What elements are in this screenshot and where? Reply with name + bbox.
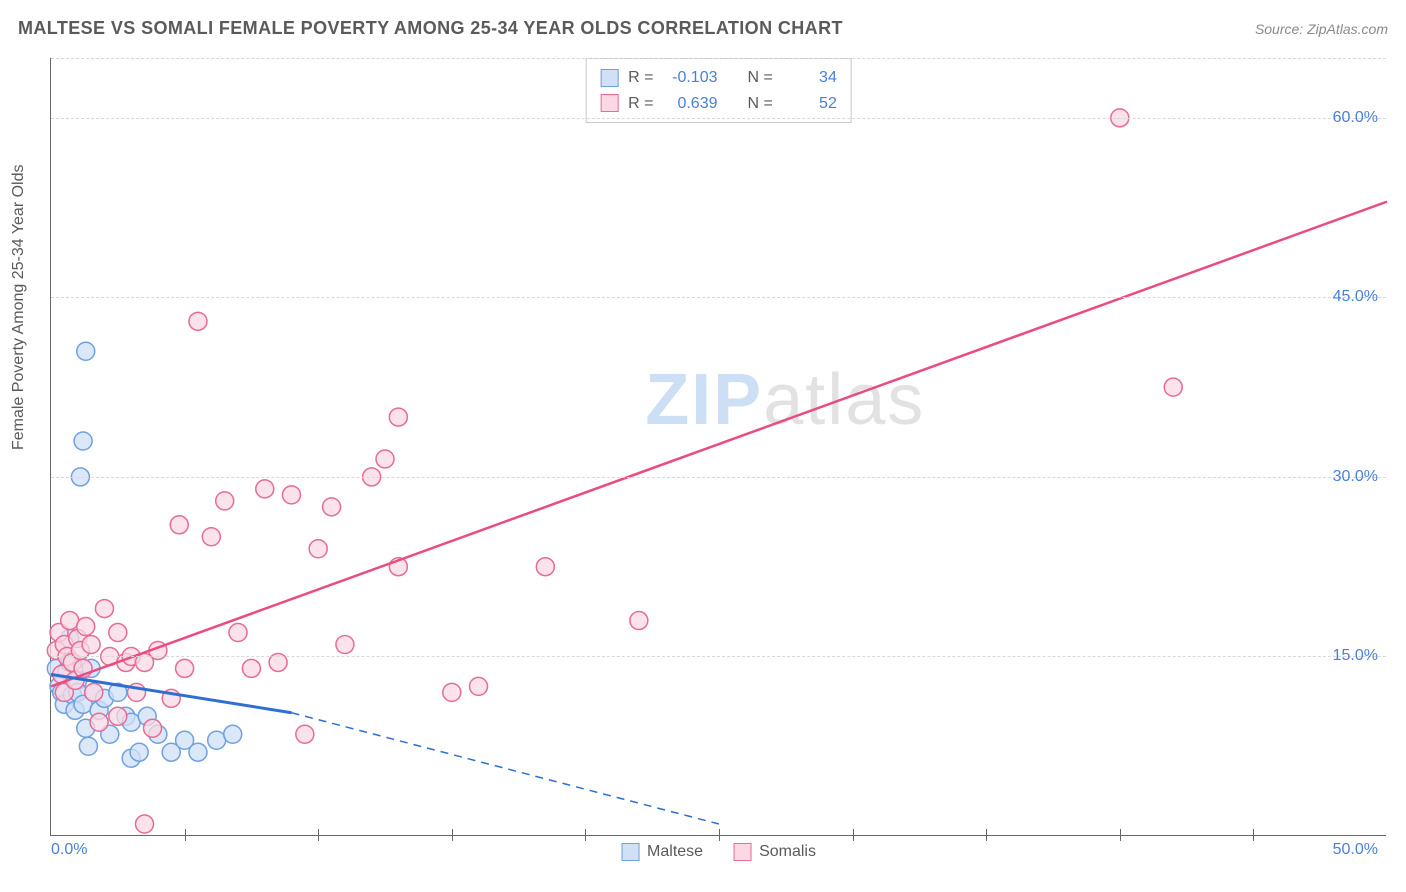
point-somalis [470,677,488,695]
r-value-somalis: 0.639 [664,91,718,117]
y-tick-label: 30.0% [1333,468,1378,486]
point-maltese [77,342,95,360]
point-somalis [309,540,327,558]
x-max-label: 50.0% [1333,841,1378,859]
point-somalis [336,635,354,653]
point-somalis [136,815,154,833]
point-somalis [82,635,100,653]
n-value-somalis: 52 [783,91,837,117]
gridline-h [51,118,1386,119]
gridline-h [51,477,1386,478]
swatch-somalis [600,94,618,112]
point-somalis [90,713,108,731]
point-somalis [376,450,394,468]
point-somalis [144,719,162,737]
y-axis-label: Female Poverty Among 25-34 Year Olds [10,165,28,451]
r-label: R = [628,91,653,117]
y-tick-label: 60.0% [1333,109,1378,127]
n-label: N = [748,91,773,117]
point-maltese [130,743,148,761]
x-tick [986,829,987,841]
gridline-h [51,297,1386,298]
point-somalis [242,659,260,677]
swatch-maltese [621,843,639,861]
point-somalis [189,312,207,330]
point-somalis [109,707,127,725]
y-tick-label: 15.0% [1333,647,1378,665]
plot-svg [51,58,1386,835]
point-maltese [74,432,92,450]
swatch-maltese [600,69,618,87]
point-somalis [216,492,234,510]
x-tick [185,829,186,841]
point-somalis [95,600,113,618]
correlation-legend: R = -0.103 N = 34 R = 0.639 N = 52 [585,58,852,123]
r-value-maltese: -0.103 [664,65,718,91]
x-origin-label: 0.0% [51,841,87,859]
gridline-h [51,58,1386,59]
point-somalis [170,516,188,534]
legend-item-somalis: Somalis [733,843,816,861]
series-label-somalis: Somalis [759,843,816,861]
point-somalis [1164,378,1182,396]
point-maltese [189,743,207,761]
point-somalis [323,498,341,516]
trendline-somalis [51,202,1387,687]
legend-item-maltese: Maltese [621,843,703,861]
plot-area: ZIPatlas R = -0.103 N = 34 R = 0.639 N =… [50,58,1386,836]
point-somalis [229,624,247,642]
point-somalis [282,486,300,504]
point-somalis [77,618,95,636]
point-maltese [79,737,97,755]
x-tick [585,829,586,841]
point-somalis [296,725,314,743]
chart-header: MALTESE VS SOMALI FEMALE POVERTY AMONG 2… [18,18,1388,39]
swatch-somalis [733,843,751,861]
point-somalis [109,624,127,642]
point-somalis [443,683,461,701]
point-maltese [224,725,242,743]
r-label: R = [628,65,653,91]
series-legend: Maltese Somalis [621,843,816,861]
chart-title: MALTESE VS SOMALI FEMALE POVERTY AMONG 2… [18,18,843,39]
source-attribution: Source: ZipAtlas.com [1255,21,1388,37]
series-label-maltese: Maltese [647,843,703,861]
point-somalis [202,528,220,546]
point-somalis [176,659,194,677]
n-value-maltese: 34 [783,65,837,91]
x-tick [719,829,720,841]
y-tick-label: 45.0% [1333,288,1378,306]
x-tick [853,829,854,841]
point-somalis [85,683,103,701]
x-tick [318,829,319,841]
gridline-h [51,656,1386,657]
point-somalis [256,480,274,498]
x-tick [452,829,453,841]
point-somalis [630,612,648,630]
point-somalis [536,558,554,576]
point-somalis [389,408,407,426]
legend-row-maltese: R = -0.103 N = 34 [600,65,837,91]
trendline-maltese-dashed [291,713,719,824]
x-tick [1120,829,1121,841]
x-tick [1253,829,1254,841]
n-label: N = [748,65,773,91]
legend-row-somalis: R = 0.639 N = 52 [600,91,837,117]
